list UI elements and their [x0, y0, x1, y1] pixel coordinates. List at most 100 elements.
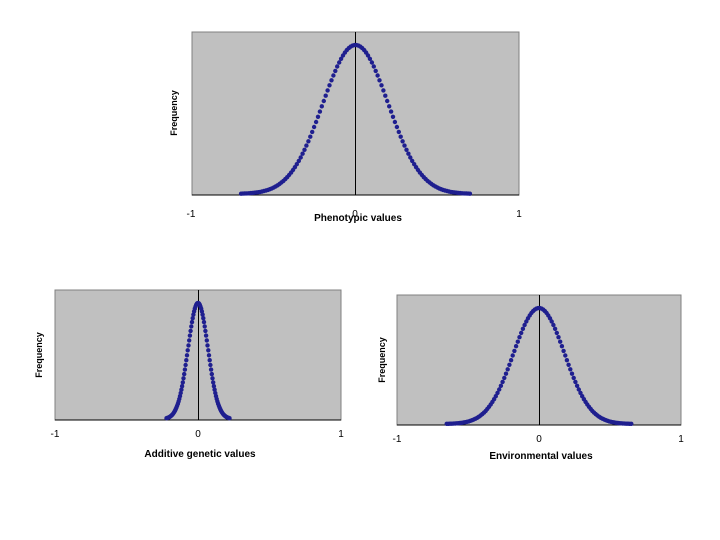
data-point — [522, 322, 527, 328]
data-point — [377, 78, 382, 83]
data-point — [556, 335, 561, 340]
data-point — [182, 367, 188, 372]
data-point — [367, 56, 373, 61]
data-point — [211, 384, 217, 389]
data-point — [502, 375, 507, 381]
data-point — [406, 151, 411, 156]
data-point — [298, 155, 303, 160]
x-tick-label: -1 — [51, 429, 60, 440]
data-point — [184, 358, 189, 363]
data-point — [327, 83, 332, 88]
data-point — [203, 328, 208, 334]
x-axis-label: Phenotypic values — [314, 213, 402, 224]
data-point — [410, 158, 415, 164]
data-point — [207, 358, 212, 363]
data-point — [311, 124, 317, 130]
data-point — [392, 119, 398, 125]
data-point — [189, 319, 195, 325]
data-point — [519, 330, 524, 336]
data-points-group — [444, 305, 634, 426]
data-point — [206, 348, 211, 353]
x-axis-label: Additive genetic values — [144, 449, 256, 460]
data-point — [179, 384, 185, 389]
data-point — [400, 139, 405, 144]
data-point — [211, 380, 216, 385]
x-axis-label: Environmental values — [489, 451, 593, 462]
data-point — [296, 158, 301, 164]
data-point — [390, 114, 396, 120]
chart-phenotypic-svg: Frequency -1 0 1 Phenotypic values — [169, 31, 522, 224]
data-point — [304, 143, 309, 148]
data-point — [323, 93, 328, 98]
chart-additive-genetic-svg: Frequency -1 0 1 Additive genetic values — [34, 289, 344, 460]
data-point — [209, 371, 214, 377]
x-tick-label: -1 — [393, 434, 402, 445]
data-point — [404, 147, 409, 152]
data-point — [204, 338, 209, 343]
data-point — [371, 64, 376, 69]
data-point — [202, 324, 207, 329]
data-point — [300, 151, 305, 156]
data-point — [188, 328, 193, 334]
data-point — [321, 98, 326, 104]
data-point — [381, 88, 386, 93]
data-point — [338, 56, 344, 61]
data-point — [571, 375, 576, 381]
data-point — [206, 353, 212, 358]
data-point — [184, 353, 190, 358]
chart-phenotypic: Frequency -1 0 1 Phenotypic values — [155, 20, 535, 230]
y-axis-label: Frequency — [169, 90, 179, 136]
data-point — [333, 68, 338, 74]
x-tick-label: 0 — [352, 209, 358, 220]
data-point — [200, 312, 205, 317]
data-point — [564, 358, 570, 363]
data-point — [325, 88, 330, 93]
data-point — [369, 60, 375, 65]
data-point — [379, 83, 384, 88]
data-point — [310, 129, 315, 135]
y-axis-label: Frequency — [34, 332, 44, 378]
data-point — [558, 339, 563, 344]
data-point — [187, 338, 192, 343]
data-point — [394, 124, 400, 130]
data-point — [308, 134, 313, 139]
data-points-group — [164, 300, 232, 421]
x-tick-label: -1 — [187, 209, 196, 220]
data-point — [467, 191, 473, 196]
data-point — [573, 379, 578, 385]
data-point — [210, 376, 215, 381]
data-point — [302, 147, 307, 152]
data-point — [306, 139, 311, 144]
data-point — [187, 333, 193, 338]
data-point — [201, 319, 207, 325]
data-point — [510, 353, 515, 358]
data-point — [317, 109, 323, 114]
data-point — [551, 322, 556, 328]
data-point — [183, 362, 188, 368]
data-point — [375, 73, 380, 78]
data-point — [520, 326, 526, 331]
data-point — [396, 129, 401, 135]
data-point — [294, 162, 299, 167]
data-point — [554, 330, 559, 336]
data-point — [337, 60, 342, 65]
data-point — [227, 416, 232, 421]
data-point — [517, 335, 522, 340]
data-point — [402, 143, 407, 148]
x-tick-label: 0 — [195, 429, 201, 440]
data-point — [515, 339, 520, 344]
data-point — [385, 98, 390, 104]
data-point — [493, 394, 498, 399]
data-point — [568, 367, 573, 372]
data-point — [335, 64, 340, 69]
data-point — [208, 362, 213, 368]
data-point — [186, 343, 191, 348]
data-point — [181, 376, 186, 381]
data-point — [408, 155, 413, 160]
data-point — [505, 367, 510, 372]
data-point — [574, 383, 580, 388]
data-point — [182, 371, 187, 377]
data-point — [203, 333, 209, 338]
data-point — [578, 390, 583, 396]
chart-environmental: Frequency -1 0 1 Environmental values — [370, 290, 700, 475]
